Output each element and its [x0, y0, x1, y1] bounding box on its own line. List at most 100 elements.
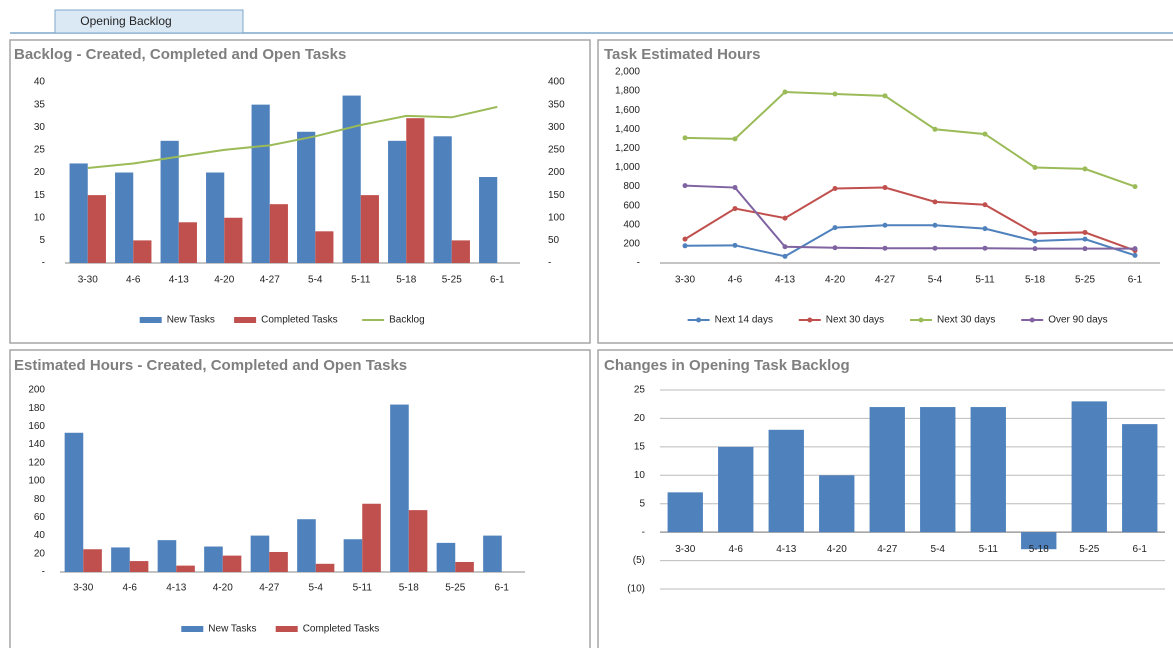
x-tick-label: 5-11 [975, 275, 995, 286]
x-tick-label: 4-20 [214, 275, 234, 286]
y-tick-label: - [637, 258, 640, 269]
bar [206, 172, 225, 263]
y-tick-label: 20 [34, 167, 46, 178]
bar [1021, 532, 1057, 550]
bar [176, 565, 195, 572]
x-tick-label: 4-20 [213, 583, 233, 594]
bar [479, 177, 498, 263]
bar [455, 561, 474, 572]
x-tick-label: 5-18 [1025, 275, 1045, 286]
y-tick-label: 1,600 [615, 105, 640, 116]
marker [932, 245, 938, 251]
bar [718, 446, 754, 533]
y2-tick-label: 100 [548, 212, 565, 223]
y-tick-label: 1,200 [615, 143, 640, 154]
x-tick-label: 4-20 [827, 544, 847, 555]
marker [932, 199, 938, 205]
x-tick-label: 6-1 [495, 583, 510, 594]
marker [782, 244, 788, 250]
marker [732, 206, 738, 212]
marker [832, 186, 838, 192]
bar [204, 546, 223, 572]
marker [932, 126, 938, 132]
marker [932, 222, 938, 228]
panel [597, 39, 1173, 344]
marker [832, 225, 838, 231]
marker [882, 222, 888, 228]
bar [343, 539, 363, 572]
y-tick-label: 140 [28, 439, 45, 450]
x-tick-label: 4-13 [169, 275, 189, 286]
y2-tick-label: 300 [548, 122, 565, 133]
x-tick-label: 4-6 [728, 275, 743, 286]
marker [1082, 166, 1088, 172]
bar [315, 231, 334, 263]
marker [1132, 246, 1138, 252]
line [87, 105, 498, 169]
x-tick-label: 5-25 [1075, 275, 1095, 286]
legend-label: New Tasks [208, 624, 256, 635]
legend-label: Next 30 days [937, 315, 995, 326]
legend-label: Next 14 days [715, 315, 773, 326]
legend-swatch [234, 317, 257, 323]
x-tick-label: 4-6 [123, 583, 138, 594]
x-tick-label: 5-11 [351, 275, 371, 286]
x-tick-label: 5-4 [309, 583, 324, 594]
x-tick-label: 4-27 [260, 275, 280, 286]
marker [782, 253, 788, 259]
x-tick-label: 4-13 [775, 275, 795, 286]
bar [224, 217, 243, 263]
y-tick-label: 120 [28, 457, 45, 468]
legend-swatch [181, 626, 204, 632]
legend-marker [918, 317, 924, 323]
y-tick-label: - [42, 258, 45, 269]
bar [133, 240, 152, 263]
y-tick-label: 1,000 [615, 162, 640, 173]
y2-tick-label: 400 [548, 77, 565, 88]
bar [342, 95, 361, 263]
marker [782, 89, 788, 95]
y-tick-label: 600 [623, 200, 640, 211]
y-tick-label: 400 [623, 219, 640, 230]
bar [1071, 401, 1107, 533]
x-tick-label: 5-18 [399, 583, 419, 594]
x-tick-label: 5-4 [308, 275, 323, 286]
x-tick-label: 5-25 [1079, 544, 1099, 555]
bar [451, 240, 470, 263]
x-tick-label: 3-30 [73, 583, 93, 594]
tab[interactable] [54, 9, 244, 34]
x-tick-label: 3-30 [78, 275, 98, 286]
bar [819, 475, 855, 533]
marker [682, 236, 688, 242]
bar [1122, 424, 1158, 533]
marker [1082, 246, 1088, 252]
line [684, 184, 1135, 250]
marker [782, 215, 788, 221]
legend-label: Completed Tasks [261, 315, 338, 326]
y-tick-label: 25 [634, 385, 646, 396]
y-tick-label: 20 [634, 413, 646, 424]
bar [667, 492, 703, 533]
y2-tick-label: 150 [548, 190, 565, 201]
y-tick-label: (10) [627, 584, 645, 595]
marker [882, 185, 888, 191]
bar [390, 404, 409, 572]
bar [360, 195, 379, 263]
x-tick-label: 4-27 [875, 275, 895, 286]
marker [1132, 252, 1138, 258]
y-tick-label: 60 [34, 512, 46, 523]
bar [406, 118, 425, 263]
bar [483, 535, 502, 572]
y-tick-label: 20 [34, 548, 46, 559]
x-tick-label: 6-1 [1133, 544, 1148, 555]
x-tick-label: 4-13 [776, 544, 796, 555]
bar [315, 563, 335, 572]
line [684, 224, 1136, 258]
x-tick-label: 3-30 [675, 544, 695, 555]
bar [64, 432, 84, 572]
y2-tick-label: 250 [548, 145, 565, 156]
legend-marker [696, 317, 702, 323]
tab-label[interactable]: Opening Backlog [80, 14, 171, 28]
y-tick-label: 2,000 [615, 67, 640, 78]
